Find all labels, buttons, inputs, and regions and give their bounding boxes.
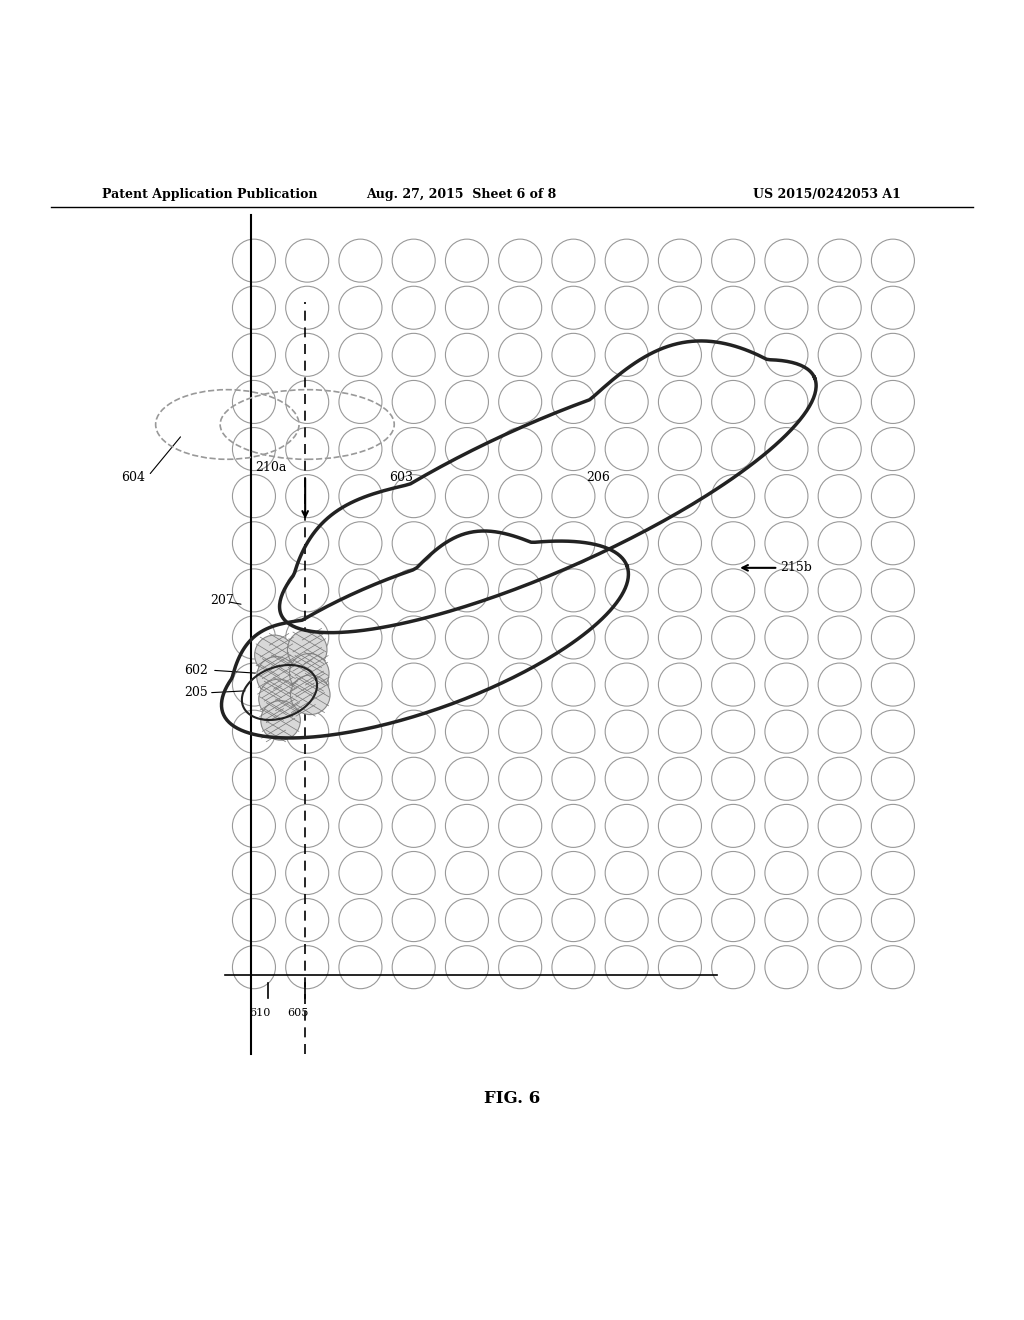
Text: 605: 605 — [288, 1008, 308, 1018]
Circle shape — [257, 656, 296, 696]
Text: 205: 205 — [184, 686, 208, 700]
Circle shape — [255, 635, 294, 675]
Text: 215b: 215b — [780, 561, 812, 574]
Text: Patent Application Publication: Patent Application Publication — [102, 187, 317, 201]
Circle shape — [288, 630, 327, 669]
Circle shape — [259, 678, 298, 718]
Text: 604: 604 — [121, 471, 144, 484]
Circle shape — [261, 701, 300, 741]
Text: 207: 207 — [210, 594, 233, 607]
Text: US 2015/0242053 A1: US 2015/0242053 A1 — [754, 187, 901, 201]
Text: 603: 603 — [389, 471, 413, 484]
Text: 206: 206 — [586, 471, 609, 484]
Circle shape — [290, 653, 329, 693]
Text: 602: 602 — [184, 664, 208, 677]
Text: 210a: 210a — [256, 461, 287, 474]
Text: 610: 610 — [250, 1008, 270, 1018]
Text: Aug. 27, 2015  Sheet 6 of 8: Aug. 27, 2015 Sheet 6 of 8 — [366, 187, 556, 201]
Circle shape — [291, 675, 330, 714]
Text: FIG. 6: FIG. 6 — [484, 1090, 540, 1106]
